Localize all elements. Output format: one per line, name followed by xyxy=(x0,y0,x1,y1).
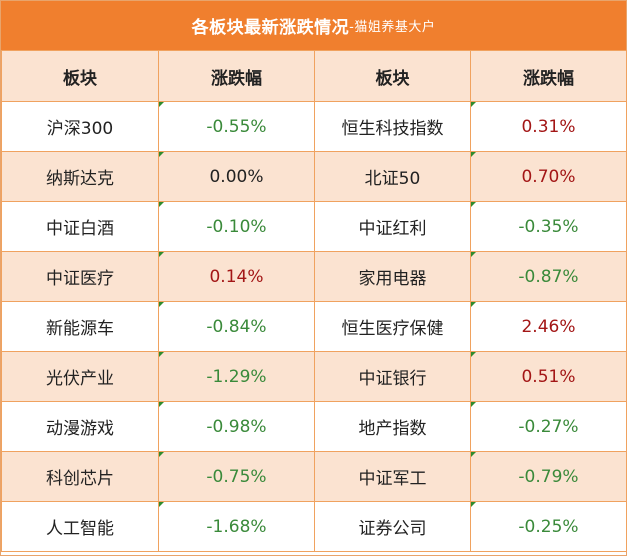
change-value: 0.51% xyxy=(470,351,627,402)
sector-name: 人工智能 xyxy=(1,501,159,552)
change-value: 0.14% xyxy=(158,251,315,302)
title-bar: 各板块最新涨跌情况 -猫姐养基大户 xyxy=(1,1,626,50)
table-row: 动漫游戏 -0.98% 地产指数 -0.27% xyxy=(1,401,627,452)
table-row: 中证白酒 -0.10% 中证红利 -0.35% xyxy=(1,201,627,252)
sector-name: 纳斯达克 xyxy=(1,151,159,202)
change-value: 2.46% xyxy=(470,301,627,352)
sector-name: 家用电器 xyxy=(314,251,471,302)
sector-name: 中证红利 xyxy=(314,201,471,252)
change-value: -1.68% xyxy=(158,501,315,552)
change-value: -0.55% xyxy=(158,101,315,152)
sector-name: 新能源车 xyxy=(1,301,159,352)
change-value: 0.00% xyxy=(158,151,315,202)
change-value: 0.70% xyxy=(470,151,627,202)
header-change-left: 涨跌幅 xyxy=(158,50,315,102)
title-sub: -猫姐养基大户 xyxy=(349,20,436,35)
sector-name: 中证医疗 xyxy=(1,251,159,302)
change-value: -0.35% xyxy=(470,201,627,252)
sector-name: 中证白酒 xyxy=(1,201,159,252)
sector-name: 恒生医疗保健 xyxy=(314,301,471,352)
sector-table: 板块 涨跌幅 板块 涨跌幅 沪深300 -0.55% 恒生科技指数 0.31% … xyxy=(1,50,627,552)
table-row: 新能源车 -0.84% 恒生医疗保健 2.46% xyxy=(1,301,627,352)
change-value: -1.29% xyxy=(158,351,315,402)
change-value: -0.25% xyxy=(470,501,627,552)
table-row: 中证医疗 0.14% 家用电器 -0.87% xyxy=(1,251,627,302)
header-row: 板块 涨跌幅 板块 涨跌幅 xyxy=(1,50,627,102)
header-sector-right: 板块 xyxy=(314,50,471,102)
change-value: -0.84% xyxy=(158,301,315,352)
sector-name: 恒生科技指数 xyxy=(314,101,471,152)
change-value: -0.75% xyxy=(158,451,315,502)
sector-name: 中证军工 xyxy=(314,451,471,502)
title-main: 各板块最新涨跌情况 xyxy=(191,18,350,38)
change-value: -0.98% xyxy=(158,401,315,452)
change-value: -0.79% xyxy=(470,451,627,502)
sector-name: 光伏产业 xyxy=(1,351,159,402)
table-row: 沪深300 -0.55% 恒生科技指数 0.31% xyxy=(1,101,627,152)
sector-name: 证券公司 xyxy=(314,501,471,552)
table-row: 人工智能 -1.68% 证券公司 -0.25% xyxy=(1,501,627,552)
sector-name: 科创芯片 xyxy=(1,451,159,502)
sector-name: 地产指数 xyxy=(314,401,471,452)
change-value: -0.27% xyxy=(470,401,627,452)
table-row: 光伏产业 -1.29% 中证银行 0.51% xyxy=(1,351,627,402)
sector-name: 中证银行 xyxy=(314,351,471,402)
sector-name: 动漫游戏 xyxy=(1,401,159,452)
change-value: -0.10% xyxy=(158,201,315,252)
sector-name: 北证50 xyxy=(314,151,471,202)
table-row: 纳斯达克 0.00% 北证50 0.70% xyxy=(1,151,627,202)
header-sector-left: 板块 xyxy=(1,50,159,102)
table-row: 科创芯片 -0.75% 中证军工 -0.79% xyxy=(1,451,627,502)
change-value: 0.31% xyxy=(470,101,627,152)
sector-name: 沪深300 xyxy=(1,101,159,152)
header-change-right: 涨跌幅 xyxy=(470,50,627,102)
change-value: -0.87% xyxy=(470,251,627,302)
